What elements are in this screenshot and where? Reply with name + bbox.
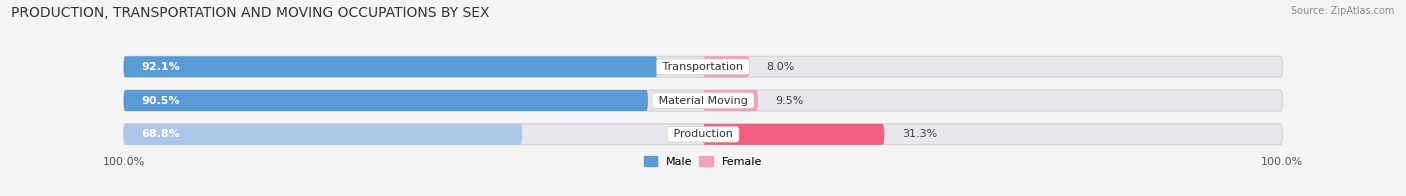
Text: 68.8%: 68.8%: [141, 129, 180, 139]
FancyBboxPatch shape: [703, 90, 758, 111]
FancyBboxPatch shape: [124, 124, 522, 145]
Legend: Male, Female: Male, Female: [644, 156, 762, 167]
Text: Material Moving: Material Moving: [655, 95, 751, 105]
FancyBboxPatch shape: [124, 56, 657, 77]
Text: 9.5%: 9.5%: [776, 95, 804, 105]
Text: 90.5%: 90.5%: [141, 95, 180, 105]
FancyBboxPatch shape: [124, 90, 1282, 111]
Text: Source: ZipAtlas.com: Source: ZipAtlas.com: [1291, 6, 1395, 16]
FancyBboxPatch shape: [703, 124, 884, 145]
FancyBboxPatch shape: [124, 56, 1282, 77]
FancyBboxPatch shape: [124, 124, 1282, 145]
Text: Transportation: Transportation: [659, 62, 747, 72]
Text: 31.3%: 31.3%: [901, 129, 936, 139]
Text: PRODUCTION, TRANSPORTATION AND MOVING OCCUPATIONS BY SEX: PRODUCTION, TRANSPORTATION AND MOVING OC…: [11, 6, 489, 20]
Text: 8.0%: 8.0%: [766, 62, 796, 72]
Text: 92.1%: 92.1%: [141, 62, 180, 72]
FancyBboxPatch shape: [124, 90, 648, 111]
Text: Production: Production: [669, 129, 737, 139]
FancyBboxPatch shape: [703, 56, 749, 77]
